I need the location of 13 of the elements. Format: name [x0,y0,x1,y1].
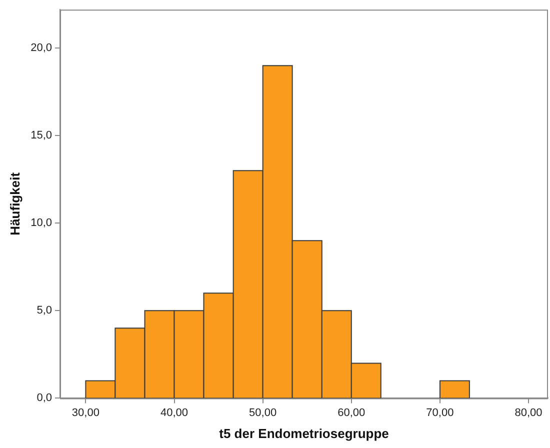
y-tick-label: 10,0 [30,217,52,230]
y-axis-title: Häufigkeit [7,172,22,236]
x-tick-label: 70,00 [426,406,454,419]
x-tick-label: 40,00 [160,406,188,419]
y-tick-label: 15,0 [30,130,52,142]
y-tick-label: 20,0 [30,42,52,54]
x-axis-title: t5 der Endometriosegruppe [219,426,389,441]
y-tick-label: 0,0 [36,392,52,404]
x-tick-label: 60,00 [338,406,366,419]
y-tick-label: 5,0 [36,304,52,317]
x-tick-label: 50,00 [249,406,277,419]
x-tick-label: 30,00 [72,406,100,419]
x-tick-label: 80,00 [514,406,542,419]
